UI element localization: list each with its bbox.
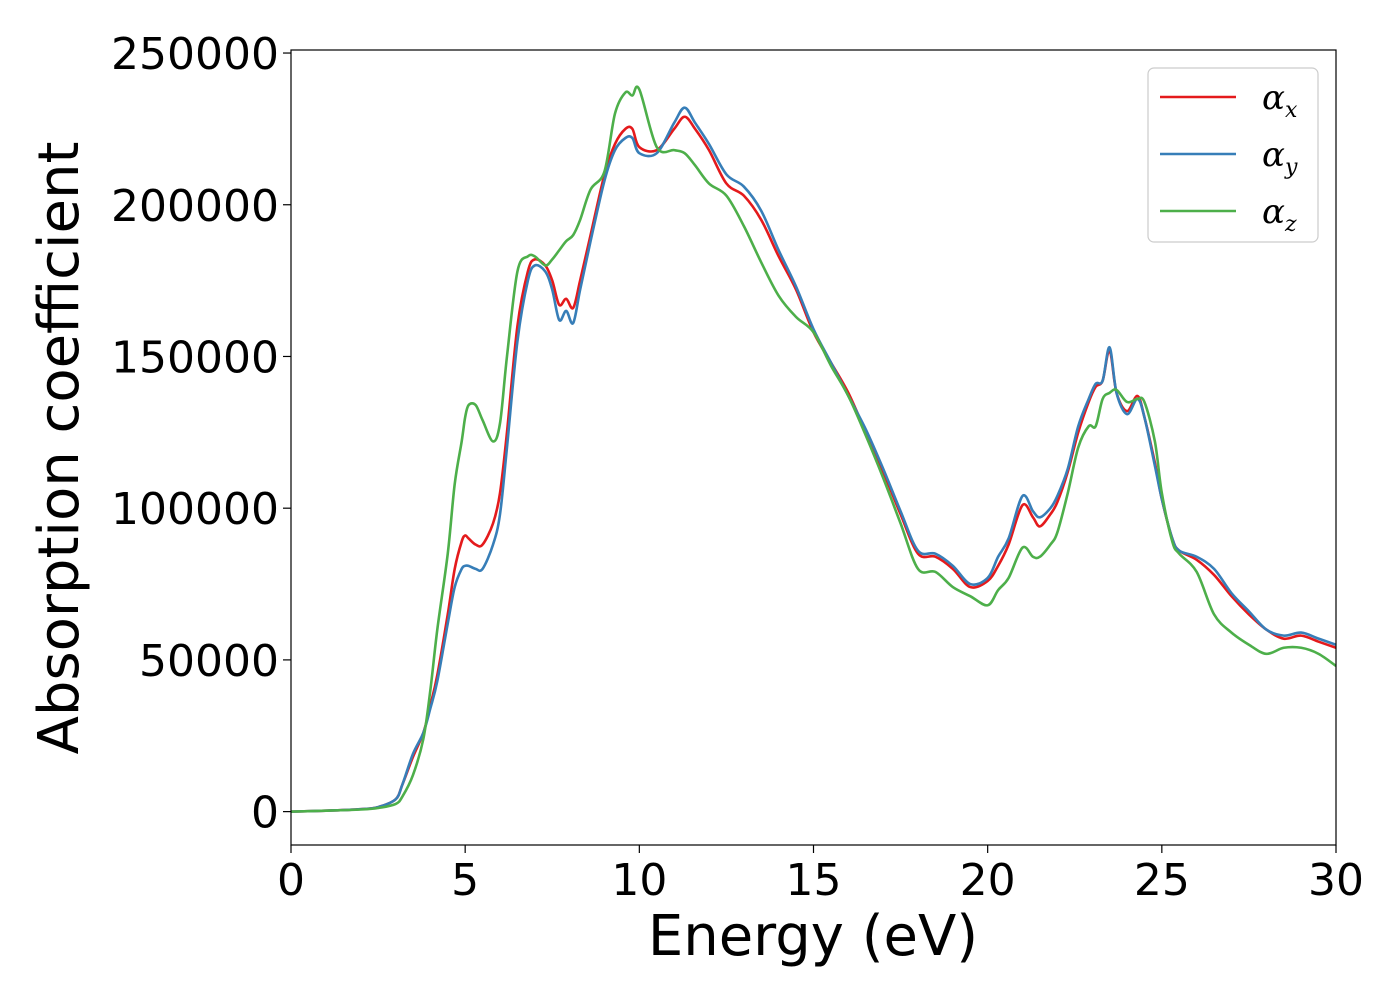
y-tick-label: 0	[251, 788, 279, 839]
y-tick-label: 150000	[111, 332, 279, 383]
series-line-x	[291, 115, 1336, 813]
y-tick-label: 50000	[139, 636, 279, 687]
x-axis-ticks: 0 5 10 15 20 25 30	[277, 845, 1364, 906]
series-layer	[291, 85, 1336, 813]
y-tick-label: 200000	[111, 181, 279, 232]
y-tick-label: 100000	[111, 484, 279, 535]
y-axis-title: Absorption coefficient	[27, 142, 92, 755]
x-tick-label: 10	[611, 855, 667, 906]
x-tick-label: 0	[277, 855, 305, 906]
x-tick-label: 5	[451, 855, 479, 906]
x-tick-label: 30	[1308, 855, 1364, 906]
x-tick-label: 20	[960, 855, 1016, 906]
x-tick-label: 15	[786, 855, 842, 906]
x-tick-label: 25	[1134, 855, 1190, 906]
series-line-z	[291, 85, 1336, 813]
y-tick-label: 250000	[111, 29, 279, 80]
x-axis-title: Energy (eV)	[648, 904, 978, 969]
y-axis-ticks: 0 50000 100000 150000 200000 250000	[111, 29, 291, 839]
